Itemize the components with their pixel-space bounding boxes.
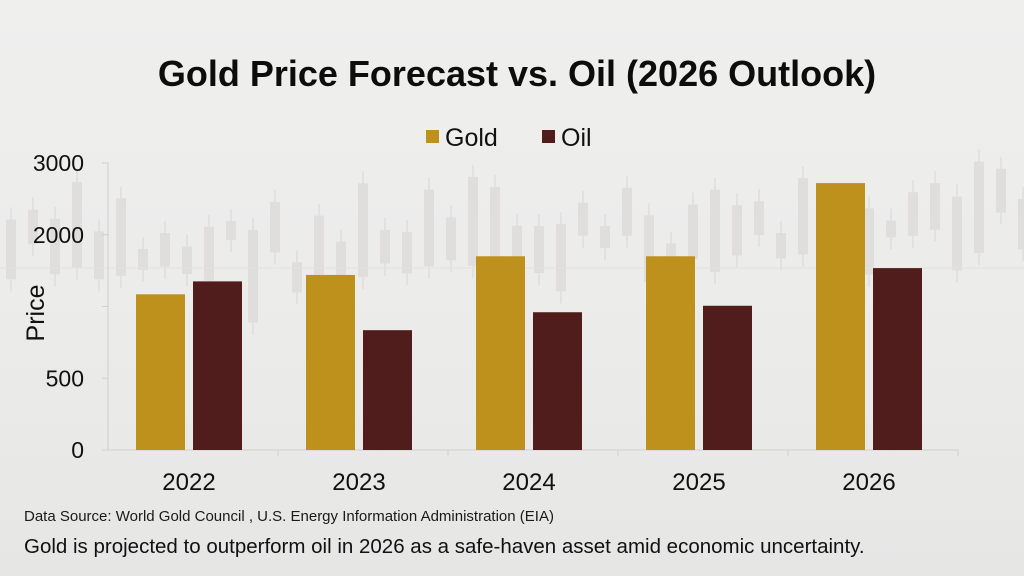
candlestick-body — [116, 198, 126, 276]
bar-oil-2022 — [193, 281, 242, 450]
legend-swatch-gold — [426, 130, 439, 143]
legend-swatch-oil — [542, 130, 555, 143]
candlestick-body — [622, 187, 632, 236]
candlestick-body — [864, 208, 874, 275]
bar-oil-2025 — [703, 305, 752, 450]
candlestick-body — [424, 189, 434, 267]
bar-gold-2024 — [476, 256, 525, 450]
candlestick-body — [72, 182, 82, 268]
candlestick-body — [380, 229, 390, 264]
axes: 0 500 2000 3000 2022 2023 2024 2025 2026 — [33, 150, 959, 496]
candlestick-body — [556, 224, 566, 292]
candlestick-body — [732, 205, 742, 256]
chart-title: Gold Price Forecast vs. Oil (2026 Outloo… — [158, 53, 876, 94]
candlestick-body — [534, 225, 544, 274]
candlestick-body — [270, 201, 280, 253]
candlestick-body — [138, 248, 148, 271]
data-source-note: Data Source: World Gold Council , U.S. E… — [24, 508, 554, 525]
candlestick-body — [512, 225, 522, 260]
y-tick-label: 2000 — [33, 222, 84, 248]
x-tick-label: 2026 — [842, 469, 895, 496]
x-tick-label: 2025 — [672, 469, 725, 496]
legend-label-gold: Gold — [445, 124, 498, 152]
candlestick-body — [314, 215, 324, 275]
candlestick-body — [490, 186, 500, 273]
candlestick-body — [578, 202, 588, 236]
candlestick-body — [226, 221, 236, 241]
candlestick-body — [160, 233, 170, 267]
candlestick-body — [94, 231, 104, 280]
candlestick-body — [402, 232, 412, 274]
candlestick-body — [204, 226, 214, 281]
y-axis-label: Price — [22, 285, 50, 342]
candlestick-body — [1018, 199, 1024, 250]
candlestick-body — [6, 219, 16, 280]
bar-gold-2025 — [646, 256, 695, 450]
x-tick-label: 2024 — [502, 469, 555, 496]
candlestick-body — [886, 220, 896, 238]
candlestick-body — [336, 241, 346, 280]
bar-oil-2023 — [363, 330, 412, 450]
candlestick-body — [446, 217, 456, 261]
y-tick-label: 3000 — [33, 150, 84, 176]
candlestick-body — [50, 218, 60, 275]
y-tick-label: 500 — [46, 365, 84, 391]
bar-gold-2026 — [816, 183, 865, 450]
x-tick-label: 2022 — [162, 469, 215, 496]
candlestick-body — [644, 215, 654, 283]
x-tick-label: 2023 — [332, 469, 385, 496]
bar-oil-2024 — [533, 312, 582, 450]
bar-gold-2023 — [306, 274, 355, 450]
candlestick-body — [710, 189, 720, 272]
candlestick-body — [468, 176, 478, 266]
candlestick-body — [358, 183, 368, 278]
candlestick-body — [798, 178, 808, 255]
bar-oil-2026 — [873, 268, 922, 450]
bars — [136, 183, 922, 450]
candlestick-body — [996, 168, 1006, 213]
candlestick-body — [930, 183, 940, 230]
legend: Gold Oil — [426, 124, 592, 152]
candlestick-body — [182, 246, 192, 275]
candlestick-body — [688, 204, 698, 260]
bar-gold-2022 — [136, 294, 185, 450]
candlestick-body — [28, 209, 38, 245]
chart-caption: Gold is projected to outperform oil in 2… — [24, 535, 865, 558]
candlestick-body — [248, 230, 258, 323]
candlestick-body — [952, 196, 962, 271]
legend-label-oil: Oil — [561, 124, 592, 152]
candlestick-body — [292, 262, 302, 293]
candlestick-body — [600, 225, 610, 249]
candlestick-body — [754, 201, 764, 236]
y-tick-label: 0 — [71, 437, 84, 463]
candlestick-body — [974, 161, 984, 254]
candlestick-body — [908, 192, 918, 236]
candlestick-body — [776, 233, 786, 259]
